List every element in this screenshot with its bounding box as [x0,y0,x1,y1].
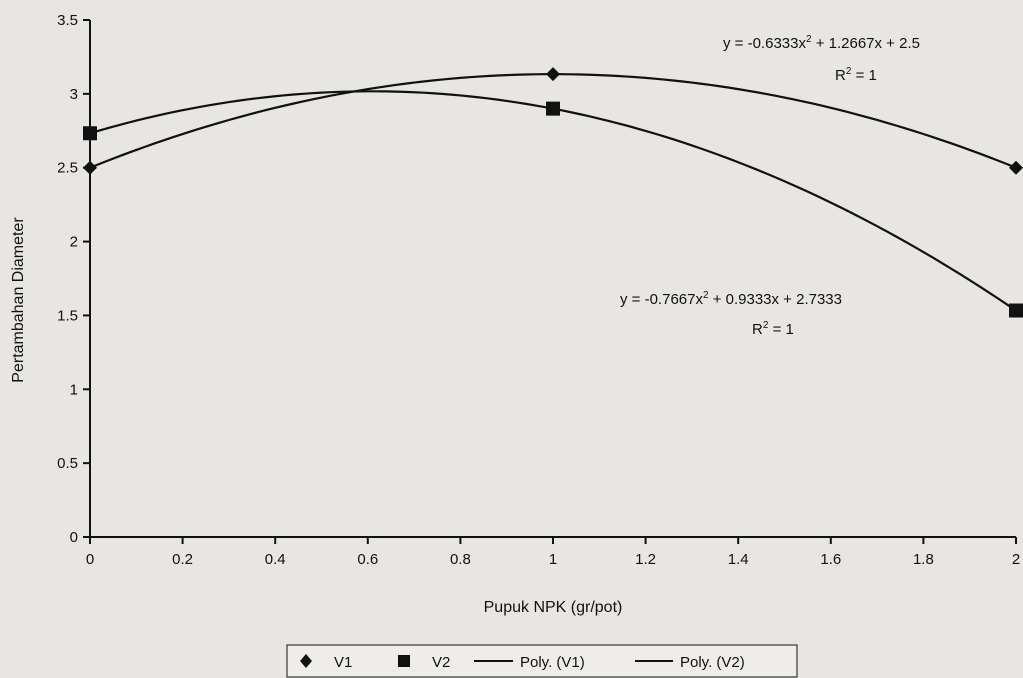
x-tick-label: 1.8 [913,551,934,568]
x-tick-label: 1.2 [635,551,656,568]
y-tick-label: 1.5 [57,307,78,324]
r-squared-v1: R2 = 1 [835,66,877,84]
legend-label-v2: V2 [432,654,450,671]
equation-annotation-v1: y = -0.6333x2 + 1.2667x + 2.5 R2 = 1 [723,34,920,84]
x-tick-label: 2 [1012,551,1020,568]
legend-label-v1: V1 [334,654,352,671]
point-v2 [83,126,97,141]
legend-box [286,644,798,678]
x-tick-label: 0 [86,551,94,568]
point-v1 [546,67,560,82]
trendline-poly-v2 [89,90,1017,312]
y-tick-label: 0.5 [57,455,78,472]
y-tick-label: 3.5 [57,12,78,29]
x-tick-label: 0.8 [450,551,471,568]
equation-annotation-v2: y = -0.7667x2 + 0.9333x + 2.7333 R2 = 1 [620,290,842,338]
trendline-poly-v1 [89,73,1017,169]
legend: V1 V2 Poly. (V1) Poly. (V2) [286,644,798,678]
x-tick-label: 1.4 [728,551,749,568]
legend-v2-square-icon [398,655,410,667]
point-v1 [83,160,97,175]
y-tick-label: 2 [70,234,78,251]
point-v2 [1009,303,1023,318]
y-tick-label: 1 [70,381,78,398]
plot-area: 0 0.5 1 1.5 2 2.5 3 3.5 0 0.2 0.4 0.6 0.8 1 1.2 1.4 1.6… [57,12,1023,568]
y-axis-ticks: 0 0.5 1 1.5 2 2.5 3 3.5 [57,12,90,546]
y-tick-label: 2.5 [57,160,78,177]
y-tick-label: 0 [70,529,78,546]
x-axis-title: Pupuk NPK (gr/pot) [484,599,623,616]
point-v2 [546,101,560,116]
x-tick-label: 0.2 [172,551,193,568]
equation-v1: y = -0.6333x2 + 1.2667x + 2.5 [723,34,920,52]
x-tick-label: 0.6 [357,551,378,568]
equation-v2: y = -0.7667x2 + 0.9333x + 2.7333 [620,290,842,308]
y-axis-title: Pertambahan Diameter [10,217,27,383]
y-tick-label: 3 [70,86,78,103]
legend-label-poly-v2: Poly. (V2) [680,654,745,671]
x-tick-label: 1 [549,551,557,568]
legend-label-poly-v1: Poly. (V1) [520,654,585,671]
x-tick-label: 1.6 [820,551,841,568]
x-axis-ticks: 0 0.2 0.4 0.6 0.8 1 1.2 1.4 1.6 1.8 2 [86,537,1020,568]
data-markers [83,67,1023,318]
r-squared-v2: R2 = 1 [752,320,794,338]
point-v1 [1009,160,1023,175]
x-tick-label: 0.4 [265,551,286,568]
legend-v1-diamond-icon [300,654,312,668]
